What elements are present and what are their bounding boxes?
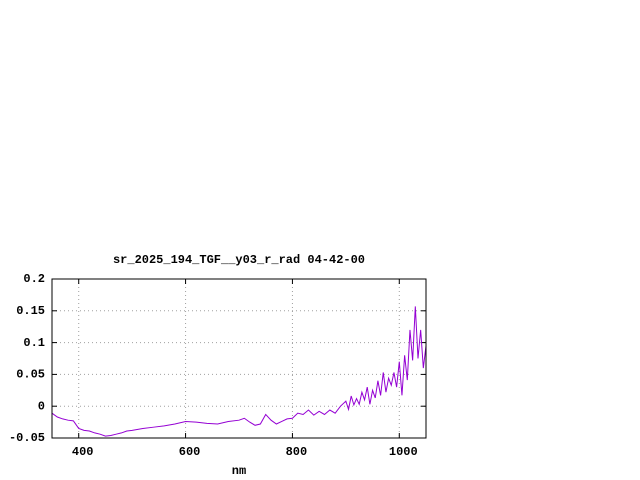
x-tick-label: 600 xyxy=(179,445,201,459)
y-tick-label: 0.15 xyxy=(16,304,45,318)
y-tick-label: -0.05 xyxy=(9,431,45,445)
y-tick-label: 0.2 xyxy=(23,272,45,286)
data-line xyxy=(51,306,427,437)
x-tick-label: 400 xyxy=(72,445,94,459)
x-axis-label: nm xyxy=(232,464,246,478)
y-tick-label: 0 xyxy=(38,399,45,413)
x-tick-label: 800 xyxy=(286,445,308,459)
y-tick-label: 0.05 xyxy=(16,368,45,382)
chart-title: sr_2025_194_TGF__y03_r_rad 04-42-00 xyxy=(113,253,365,267)
x-tick-label: 1000 xyxy=(389,445,418,459)
y-tick-label: 0.1 xyxy=(23,336,45,350)
plot-frame xyxy=(51,278,427,439)
